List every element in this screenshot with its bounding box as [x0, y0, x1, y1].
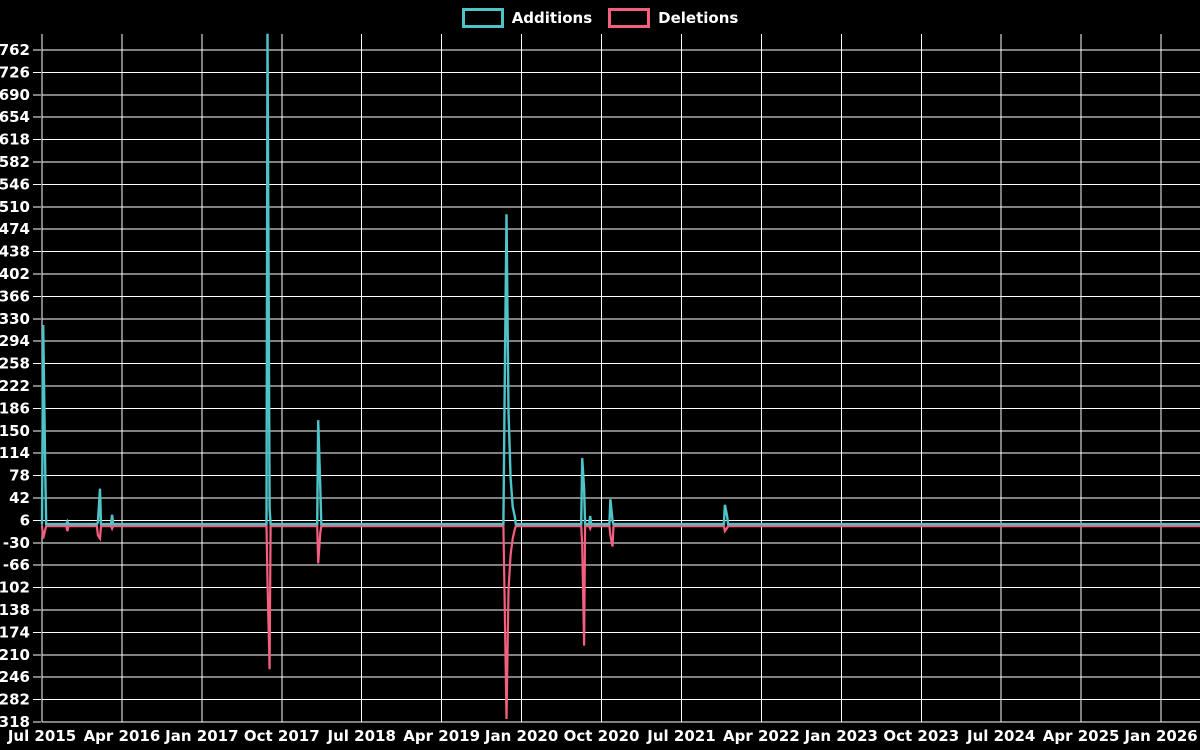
y-axis-label: -30 — [3, 534, 30, 552]
y-axis-label: 690 — [0, 86, 30, 104]
y-axis-label: 402 — [0, 265, 30, 283]
y-axis-label: 582 — [0, 153, 30, 171]
y-axis-label: -210 — [0, 646, 30, 664]
additions-swatch — [461, 8, 504, 28]
x-axis-label: Apr 2025 — [1043, 727, 1120, 745]
legend-item-additions[interactable]: Additions — [461, 8, 593, 28]
x-axis-label: Apr 2016 — [84, 727, 161, 745]
chart-legend: Additions Deletions — [0, 8, 1200, 28]
gridlines — [33, 34, 1200, 723]
axis-labels: 762 726 690 654 618 582 546 510 474 438 402 366 330 2… — [0, 41, 1198, 745]
x-axis-label: Jul 2015 — [7, 727, 76, 745]
x-axis-label: Oct 2023 — [883, 727, 959, 745]
x-axis-label: Jan 2017 — [164, 727, 238, 745]
x-axis-label: Apr 2019 — [403, 727, 480, 745]
x-axis-label: Jul 2024 — [966, 727, 1035, 745]
y-axis-label: 474 — [0, 220, 30, 238]
y-axis-label: 42 — [9, 489, 30, 507]
x-axis-label: Jul 2021 — [646, 727, 715, 745]
y-axis-label: 366 — [0, 287, 30, 305]
y-axis-label: 294 — [0, 332, 30, 350]
y-axis-label: 6 — [20, 511, 30, 529]
x-axis-label: Jan 2023 — [804, 727, 878, 745]
x-axis-label: Jan 2020 — [484, 727, 558, 745]
y-axis-label: 258 — [0, 355, 30, 373]
additions-legend-label: Additions — [511, 9, 593, 27]
y-axis-label: 510 — [0, 198, 30, 216]
x-axis-label: Jan 2026 — [1123, 727, 1197, 745]
y-axis-label: 726 — [0, 63, 30, 81]
x-axis-label: Oct 2020 — [564, 727, 640, 745]
y-axis-label: 78 — [9, 467, 30, 485]
y-axis-label: -246 — [0, 668, 30, 686]
deletions-legend-label: Deletions — [658, 9, 739, 27]
y-axis-label: 114 — [0, 444, 30, 462]
y-axis-label: -138 — [0, 601, 30, 619]
legend-item-deletions[interactable]: Deletions — [608, 8, 738, 28]
y-axis-label: 330 — [0, 310, 30, 328]
y-axis-label: 762 — [0, 41, 30, 59]
deletions-line — [40, 524, 1200, 720]
y-axis-label: -66 — [3, 556, 30, 574]
additions-line — [40, 33, 1200, 526]
y-axis-label: -102 — [0, 579, 30, 597]
y-axis-label: 186 — [0, 399, 30, 417]
y-axis-label: 438 — [0, 243, 30, 261]
y-axis-label: -174 — [0, 623, 30, 641]
x-axis-label: Oct 2017 — [244, 727, 320, 745]
y-axis-label: 150 — [0, 422, 30, 440]
y-axis-label: 546 — [0, 175, 30, 193]
x-axis-label: Jul 2018 — [327, 727, 396, 745]
y-axis-label: 618 — [0, 131, 30, 149]
x-axis-label: Apr 2022 — [723, 727, 800, 745]
y-axis-label: 654 — [0, 108, 30, 126]
deletions-swatch — [608, 8, 651, 28]
y-axis-label: -318 — [0, 713, 30, 731]
y-axis-label: -282 — [0, 691, 30, 709]
y-axis-label: 222 — [0, 377, 30, 395]
